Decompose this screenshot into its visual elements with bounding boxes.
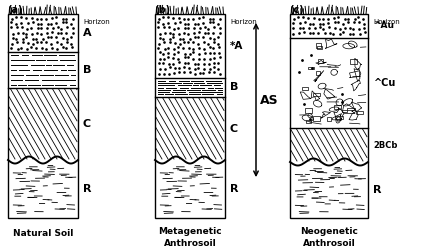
Bar bbox=[313, 117, 320, 121]
Text: B: B bbox=[230, 83, 238, 93]
Text: 2BCb: 2BCb bbox=[373, 141, 397, 150]
Text: A: A bbox=[83, 28, 92, 38]
Text: Horizon: Horizon bbox=[83, 19, 110, 25]
Text: ^Au: ^Au bbox=[373, 22, 394, 31]
Text: R: R bbox=[83, 184, 92, 194]
Bar bbox=[316, 71, 320, 75]
Bar bbox=[350, 60, 357, 64]
Bar bbox=[313, 93, 320, 96]
Text: Anthrosoil: Anthrosoil bbox=[303, 239, 355, 248]
Bar bbox=[290, 14, 368, 218]
Bar bbox=[305, 108, 312, 113]
Text: B: B bbox=[83, 65, 91, 75]
Text: R: R bbox=[373, 185, 381, 195]
Text: Neogenetic: Neogenetic bbox=[300, 227, 358, 237]
Text: Horizon: Horizon bbox=[373, 19, 400, 25]
Text: Anthrosoil: Anthrosoil bbox=[163, 239, 217, 248]
Bar bbox=[308, 67, 315, 69]
Bar bbox=[306, 120, 311, 123]
Text: C: C bbox=[230, 124, 238, 133]
Text: (b): (b) bbox=[154, 5, 170, 15]
Bar bbox=[302, 87, 308, 90]
Text: (c): (c) bbox=[289, 5, 304, 15]
Text: ^Cu: ^Cu bbox=[373, 78, 395, 88]
Bar bbox=[317, 46, 322, 49]
Bar bbox=[155, 14, 225, 218]
Text: Metagenetic: Metagenetic bbox=[158, 227, 222, 237]
Bar bbox=[342, 110, 347, 113]
Text: *A: *A bbox=[230, 41, 244, 51]
Bar bbox=[8, 14, 78, 218]
Bar bbox=[335, 116, 342, 120]
Bar bbox=[348, 108, 355, 110]
Text: R: R bbox=[230, 184, 238, 194]
Bar bbox=[318, 59, 323, 63]
Bar bbox=[327, 117, 331, 121]
Bar bbox=[316, 43, 321, 48]
Bar bbox=[334, 105, 342, 109]
Text: Natural Soil: Natural Soil bbox=[13, 228, 73, 238]
Bar bbox=[357, 111, 363, 115]
Text: C: C bbox=[83, 119, 91, 129]
Text: Horizon: Horizon bbox=[230, 19, 257, 25]
Text: AS: AS bbox=[260, 93, 279, 106]
Text: (a): (a) bbox=[7, 5, 23, 15]
